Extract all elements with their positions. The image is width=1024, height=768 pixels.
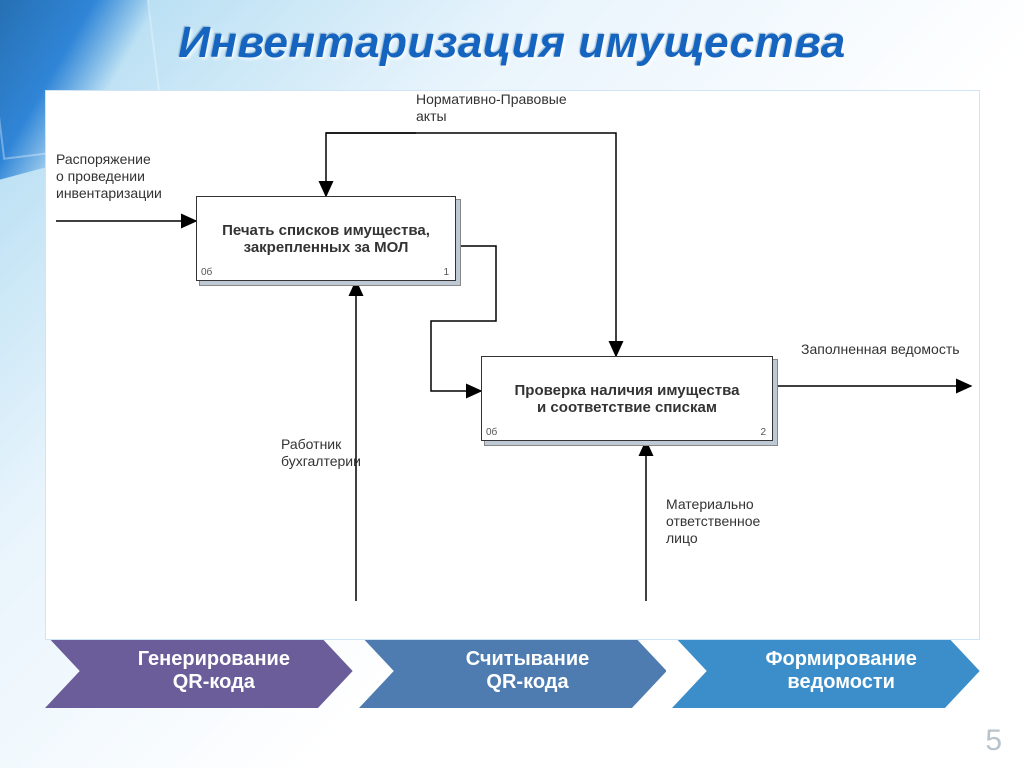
page-number: 5: [985, 724, 1002, 758]
flow-label: Нормативно-Правовыеакты: [416, 91, 567, 125]
chevron-step: СчитываниеQR-кода: [359, 634, 667, 708]
flow-label: Распоряжениео проведенииинвентаризации: [56, 151, 162, 201]
flow-label: Работникбухгалтерии: [281, 436, 361, 470]
flow-edge: [326, 133, 416, 196]
flow-label: Заполненная ведомость: [801, 341, 960, 358]
page-title: Инвентаризация имущества: [0, 18, 1024, 68]
flow-label: Материальноответственноелицо: [666, 496, 760, 546]
diagram-canvas: Печать списков имущества,закрепленных за…: [45, 90, 980, 640]
chevron-step: Формированиеведомости: [672, 634, 980, 708]
chevron-row: ГенерированиеQR-кодаСчитываниеQR-кодаФор…: [45, 634, 980, 708]
chevron-step: ГенерированиеQR-кода: [45, 634, 353, 708]
flow-node: Печать списков имущества,закрепленных за…: [196, 196, 456, 281]
flow-node: Проверка наличия имуществаи соответствие…: [481, 356, 773, 441]
